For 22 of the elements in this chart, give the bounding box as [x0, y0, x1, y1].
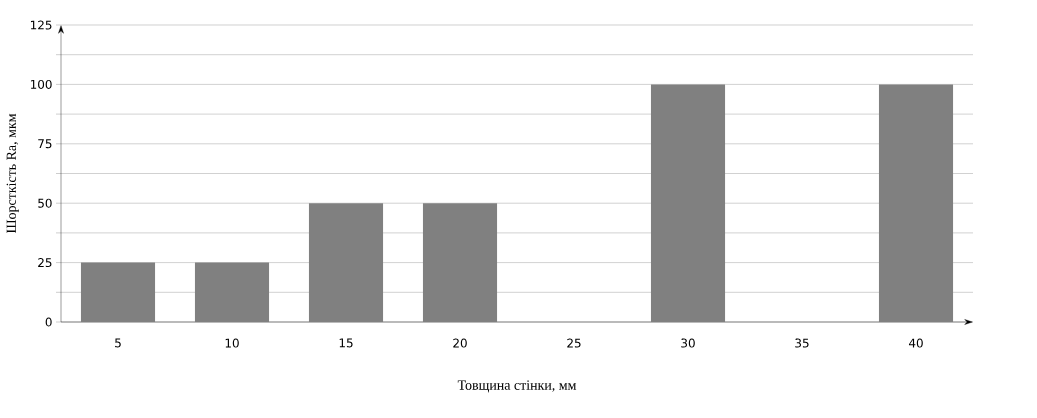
x-tick-label: 30: [681, 338, 695, 348]
y-axis-title: Шорсткість Ra, мкм: [6, 113, 19, 234]
bar: [878, 84, 954, 322]
y-tick-label: 0: [45, 317, 52, 327]
x-axis-title: Товщина стінки, мм: [457, 380, 577, 393]
bar: [308, 203, 384, 322]
x-tick-label: 15: [339, 338, 353, 348]
bar: [650, 84, 726, 322]
bar: [422, 203, 498, 322]
x-tick-label: 25: [567, 338, 581, 348]
x-tick-label: 5: [115, 338, 121, 348]
x-tick-label: 40: [908, 338, 923, 348]
bar: [194, 262, 270, 322]
x-tick-label: 20: [453, 338, 467, 348]
y-tick-label: 25: [38, 258, 52, 268]
x-tick-label: 10: [225, 338, 239, 348]
x-tick-label: 35: [795, 338, 809, 348]
bar: [80, 262, 156, 322]
y-tick-label: 50: [38, 198, 52, 208]
y-tick-label: 75: [38, 139, 52, 149]
y-tick-label: 100: [30, 79, 52, 89]
y-tick-label: 125: [30, 20, 52, 30]
